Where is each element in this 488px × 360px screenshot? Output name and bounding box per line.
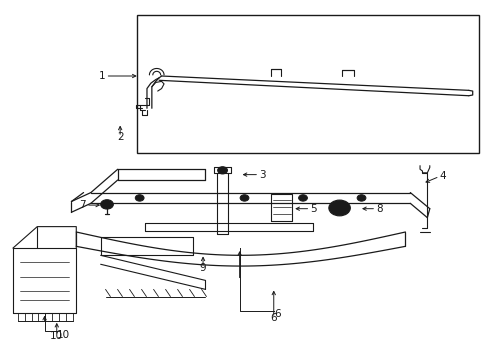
Circle shape bbox=[240, 195, 248, 201]
Circle shape bbox=[104, 202, 110, 207]
Text: 6: 6 bbox=[270, 313, 277, 323]
Text: 8: 8 bbox=[375, 204, 382, 214]
Circle shape bbox=[298, 195, 307, 201]
Circle shape bbox=[220, 169, 224, 172]
Text: 2: 2 bbox=[117, 132, 123, 142]
Text: 5: 5 bbox=[310, 204, 316, 214]
Text: 3: 3 bbox=[259, 170, 265, 180]
Text: 4: 4 bbox=[439, 171, 445, 181]
Text: 9: 9 bbox=[199, 263, 206, 273]
Text: 10: 10 bbox=[50, 331, 63, 341]
Circle shape bbox=[334, 204, 344, 212]
Circle shape bbox=[135, 195, 144, 201]
Text: 7: 7 bbox=[79, 200, 86, 210]
Circle shape bbox=[101, 200, 113, 209]
Circle shape bbox=[356, 195, 365, 201]
Circle shape bbox=[336, 206, 341, 210]
Text: 10: 10 bbox=[57, 330, 70, 340]
Circle shape bbox=[217, 167, 227, 174]
Text: 6: 6 bbox=[273, 310, 280, 319]
Bar bbox=[137, 15, 478, 153]
Circle shape bbox=[328, 200, 349, 216]
Text: 1: 1 bbox=[99, 71, 105, 81]
